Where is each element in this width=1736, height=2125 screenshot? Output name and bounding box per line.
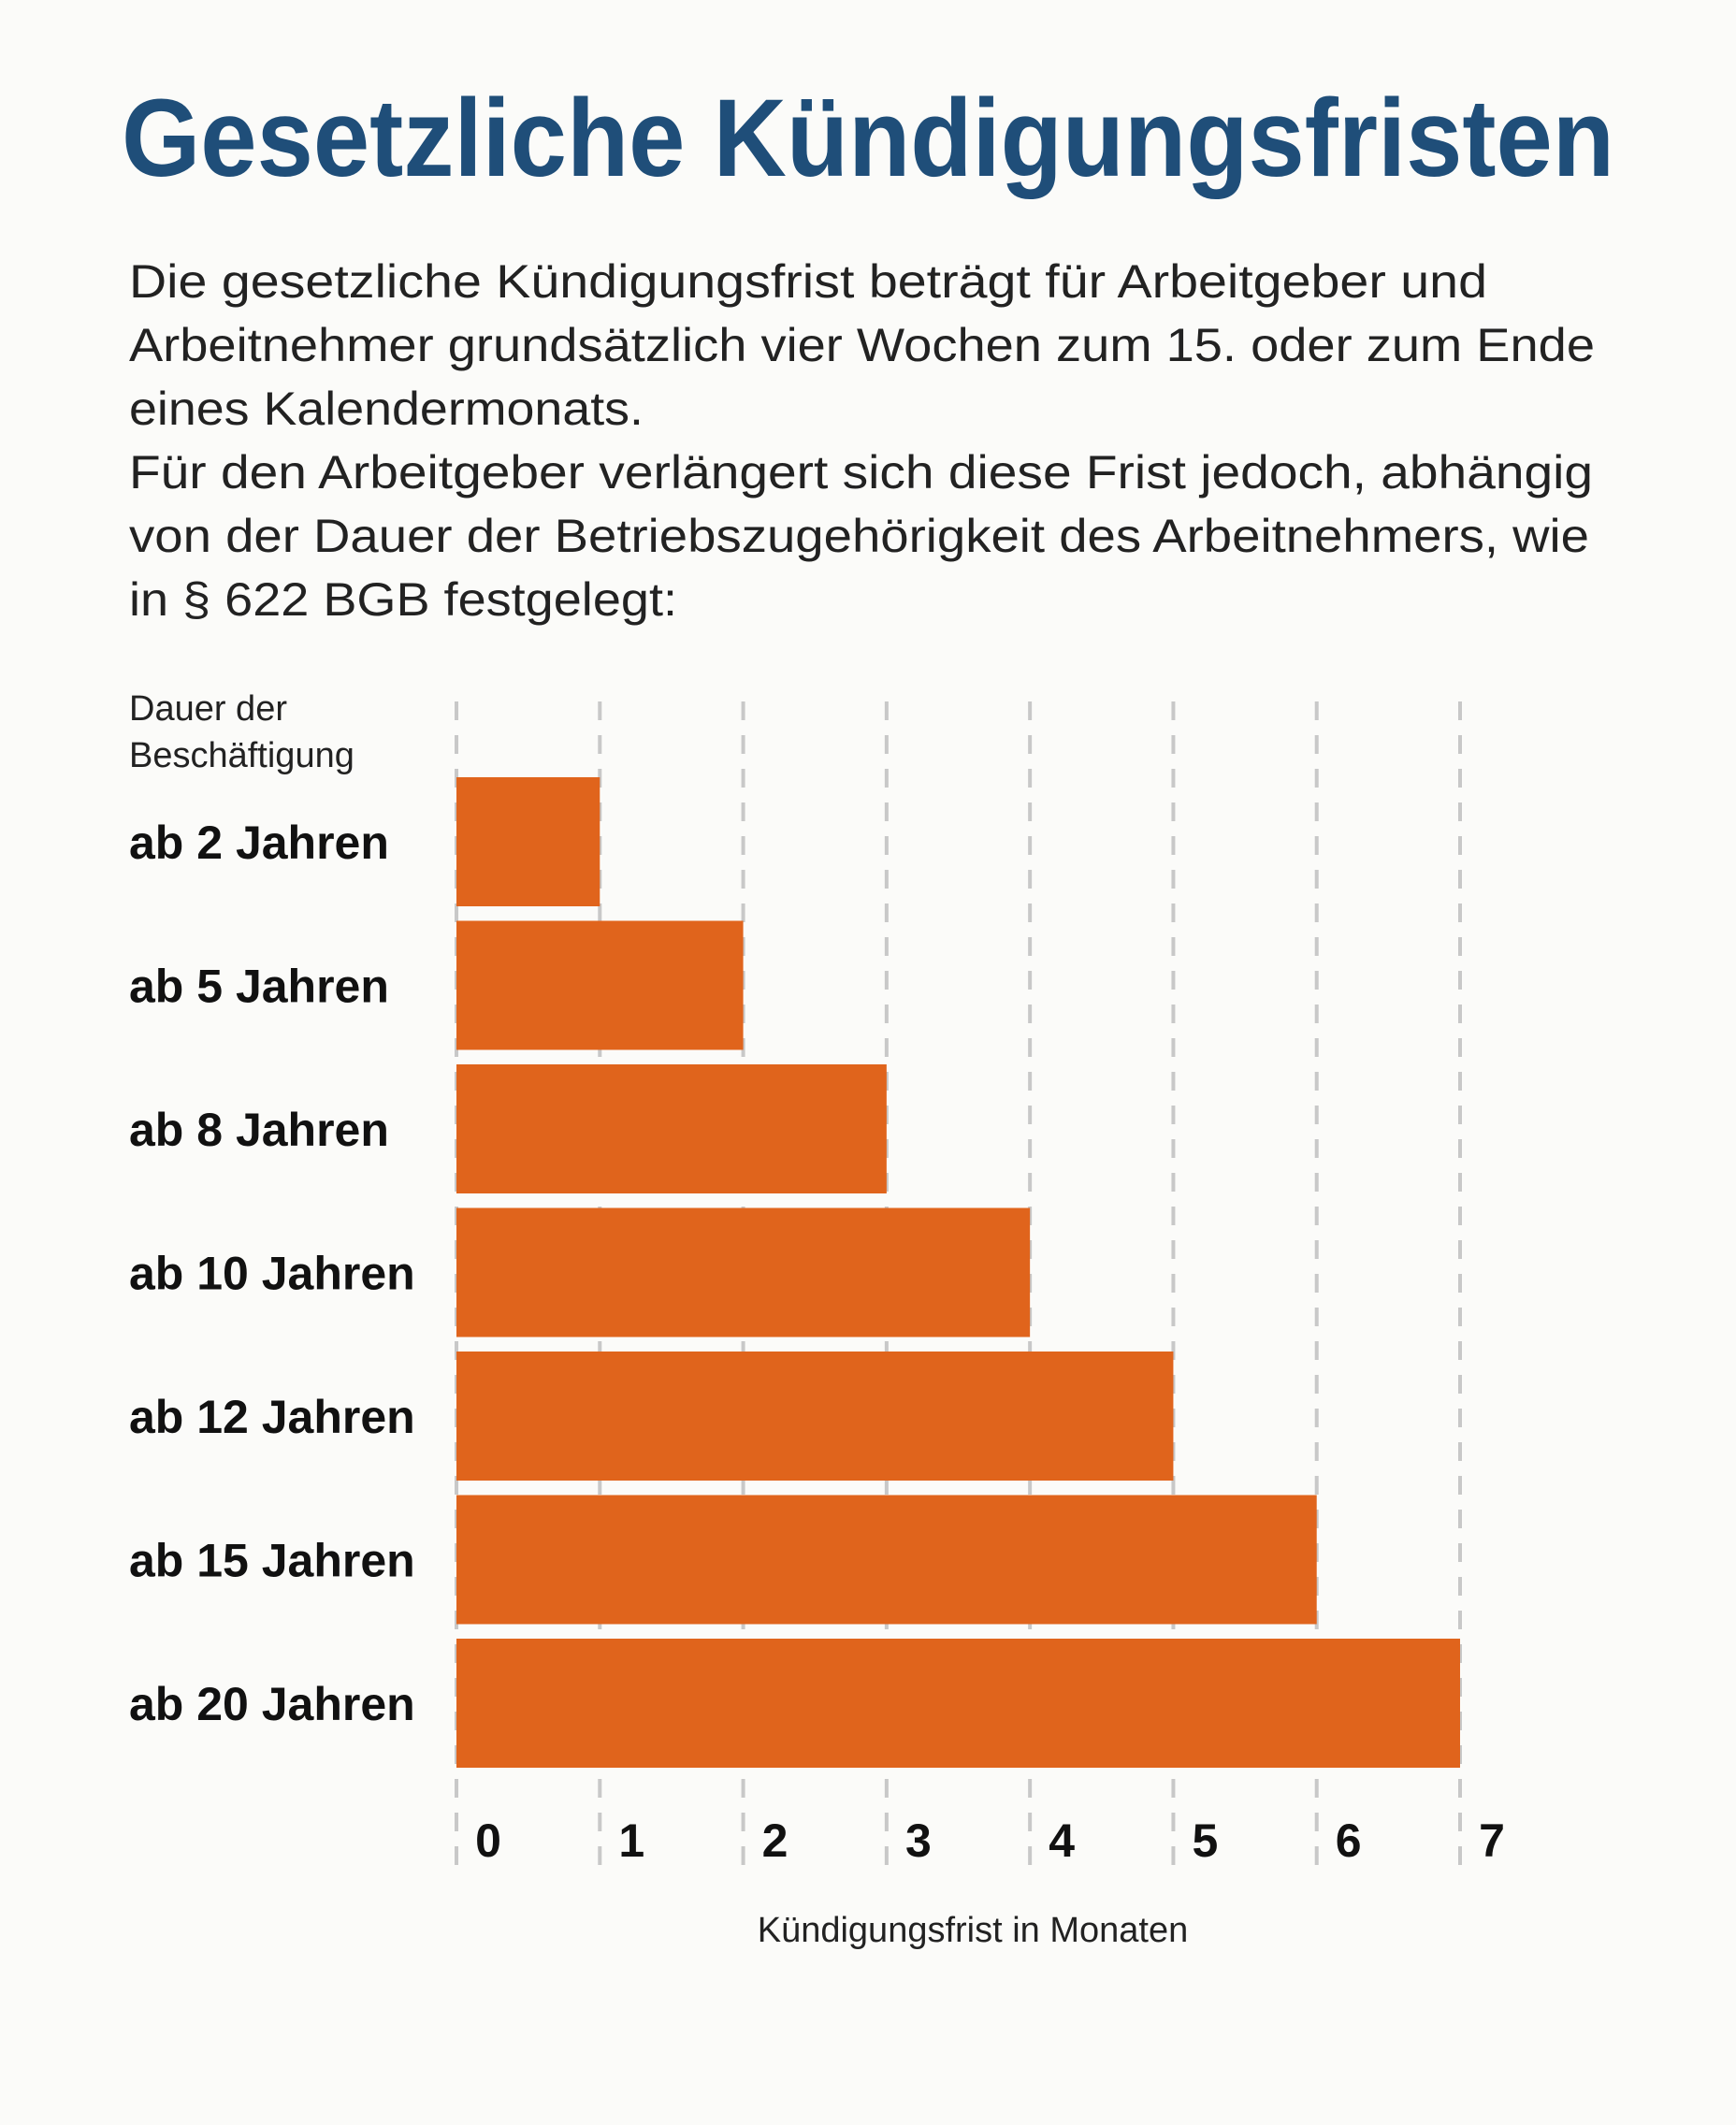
bars bbox=[456, 777, 1460, 1768]
category-label: ab 2 Jahren bbox=[129, 817, 389, 869]
x-tick-label: 1 bbox=[618, 1814, 644, 1867]
bar bbox=[456, 1495, 1317, 1625]
x-tick-label: 4 bbox=[1049, 1814, 1075, 1867]
category-label: ab 8 Jahren bbox=[129, 1104, 389, 1156]
x-tick-labels: 0 1 2 3 4 5 6 7 bbox=[475, 1814, 1505, 1867]
x-tick-label: 7 bbox=[1479, 1814, 1505, 1867]
bar bbox=[456, 1639, 1460, 1768]
intro-line: in § 622 BGB festgelegt: bbox=[129, 573, 677, 626]
intro-line: von der Dauer der Betriebszugehörigkeit … bbox=[129, 510, 1589, 562]
x-tick-label: 3 bbox=[905, 1814, 932, 1867]
intro-line: Arbeitnehmer grundsätzlich vier Wochen z… bbox=[129, 319, 1595, 371]
intro-text: Die gesetzliche Kündigungsfrist beträgt … bbox=[129, 255, 1595, 626]
category-label: ab 10 Jahren bbox=[129, 1248, 415, 1300]
intro-line: eines Kalendermonats. bbox=[129, 383, 644, 435]
bar bbox=[456, 1207, 1031, 1337]
category-labels: ab 2 Jahren ab 5 Jahren ab 8 Jahren ab 10 J… bbox=[129, 817, 415, 1730]
x-tick-label: 6 bbox=[1336, 1814, 1362, 1867]
y-axis-title-line-1: Dauer der bbox=[129, 689, 287, 729]
bar bbox=[456, 1352, 1174, 1481]
x-tick-label: 0 bbox=[475, 1814, 501, 1867]
bar bbox=[456, 777, 600, 906]
category-label: ab 12 Jahren bbox=[129, 1391, 415, 1443]
intro-line: Für den Arbeitgeber verlängert sich dies… bbox=[129, 446, 1593, 499]
intro-line: Die gesetzliche Kündigungsfrist beträgt … bbox=[129, 255, 1487, 308]
bar bbox=[456, 920, 744, 1050]
bar bbox=[456, 1064, 887, 1193]
x-tick-label: 2 bbox=[762, 1814, 788, 1867]
category-label: ab 5 Jahren bbox=[129, 961, 389, 1013]
x-axis-title: Kündigungsfrist in Monaten bbox=[758, 1911, 1189, 1950]
x-tick-label: 5 bbox=[1193, 1814, 1219, 1867]
category-label: ab 20 Jahren bbox=[129, 1678, 415, 1730]
page-title: Gesetzliche Kündigungsfristen bbox=[122, 77, 1614, 200]
y-axis-title-line-2: Beschäftigung bbox=[129, 736, 354, 775]
category-label: ab 15 Jahren bbox=[129, 1535, 415, 1587]
